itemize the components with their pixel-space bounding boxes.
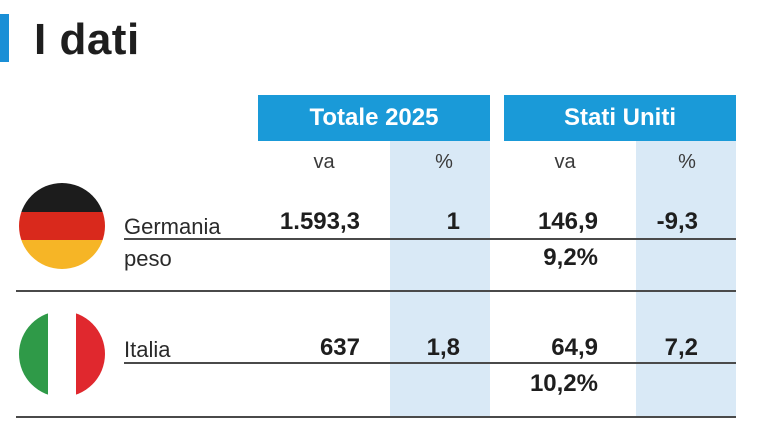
germany-flag-black-stripe: [19, 183, 105, 212]
row-divider: [124, 362, 736, 364]
subheader-totale-pct: %: [435, 151, 453, 173]
germania-totale-va: 1.593,3: [279, 208, 360, 235]
weight-label-germania: peso: [124, 246, 172, 271]
italy-flag-icon: [19, 311, 105, 397]
page-title: I dati: [34, 15, 140, 64]
subheader-totale-va: va: [313, 151, 335, 173]
country-name-italia: Italia: [124, 337, 171, 362]
subheader-usa-pct: %: [678, 151, 696, 173]
germany-flag-red-stripe: [19, 211, 105, 241]
germany-flag-gold-stripe: [19, 240, 105, 269]
section-divider: [16, 290, 736, 292]
header-stati-uniti: Stati Uniti: [504, 95, 736, 141]
usa-pct-column-shade: [636, 141, 736, 418]
italy-flag-red-stripe: [76, 311, 105, 397]
italy-flag-green-stripe: [19, 311, 48, 397]
title-accent-bar: [0, 14, 9, 62]
table-bottom-rule: [16, 416, 736, 418]
italia-usa-weight: 10,2%: [529, 370, 598, 397]
header-totale-2025: Totale 2025: [258, 95, 490, 141]
italy-flag-white-stripe: [47, 311, 77, 397]
row-divider: [124, 238, 736, 240]
italia-usa-pct: 7,2: [664, 334, 698, 361]
italia-totale-pct: 1,8: [426, 334, 460, 361]
germania-usa-va: 146,9: [537, 208, 598, 235]
country-name-germania: Germania: [124, 214, 221, 239]
italia-usa-va: 64,9: [551, 334, 598, 361]
germany-flag-icon: [19, 183, 105, 269]
germania-usa-pct: -9,3: [656, 208, 698, 235]
subheader-usa-va: va: [554, 151, 576, 173]
italia-totale-va: 637: [319, 334, 360, 361]
totale-pct-column-shade: [390, 141, 490, 418]
germania-totale-pct: 1: [446, 208, 460, 235]
germania-usa-weight: 9,2%: [543, 244, 598, 271]
